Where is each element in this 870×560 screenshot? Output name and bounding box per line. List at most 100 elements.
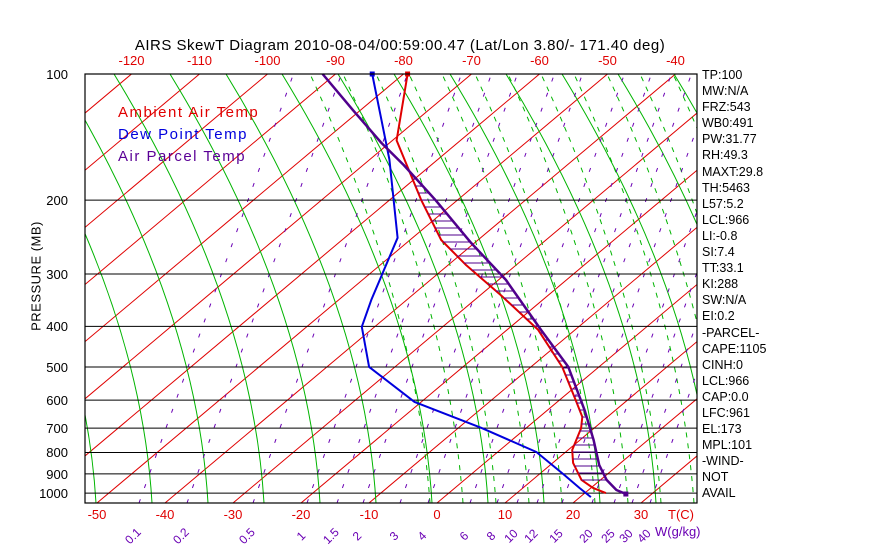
pressure-tick-label: 300 <box>46 266 68 282</box>
pressure-tick-label: 800 <box>46 445 68 461</box>
stats-panel: TP:100 MW:N/A FRZ:543 WB0:491 PW:31.77 RH:49.… <box>702 67 766 502</box>
moist-adiabat-line <box>805 74 870 503</box>
top-temp-tick: -120 <box>118 53 145 68</box>
dry-adiabat-line <box>85 119 209 503</box>
stat-line: SI:7.4 <box>702 245 735 260</box>
isotherm-line <box>85 74 200 171</box>
pressure-tick-label: 200 <box>46 193 68 209</box>
stat-line: FRZ:543 <box>702 100 751 115</box>
stat-line: TT:33.1 <box>702 261 744 276</box>
dry-adiabat-line <box>617 74 697 226</box>
stat-line: MW:N/A <box>702 84 749 99</box>
isotherm-line <box>85 74 268 229</box>
bottom-temp-tick: 0 <box>433 507 441 522</box>
dry-adiabat-line <box>842 74 870 503</box>
mixing-ratio-line <box>561 126 697 503</box>
stat-line: LCL:966 <box>702 373 750 388</box>
bottom-temp-tick: -30 <box>223 507 243 522</box>
stat-line: PW:31.77 <box>702 132 757 147</box>
dry-adiabat-line <box>337 74 489 503</box>
pressure-tick-label: 400 <box>46 319 68 335</box>
mixing-ratio-line <box>362 74 518 503</box>
stat-line: KI:288 <box>702 277 739 292</box>
bottom-temp-tick: -10 <box>359 507 379 522</box>
bottom-temp-tick: 30 <box>633 507 649 522</box>
top-temp-tick: -80 <box>394 53 413 68</box>
stat-line: CAP:0.0 <box>702 389 749 404</box>
moist-adiabat-line <box>342 74 464 503</box>
isotherm-line <box>85 74 132 114</box>
stat-line: EI:0.2 <box>702 309 735 324</box>
stat-line: SW:N/A <box>702 293 747 308</box>
top-temp-tick: -40 <box>666 53 685 68</box>
dry-adiabat-line <box>225 74 377 503</box>
dry-adiabat-line <box>561 74 697 398</box>
stat-line: TH:5463 <box>702 180 750 195</box>
temp-unit-label: T(C) <box>668 507 694 522</box>
bottom-temp-tick: -50 <box>87 507 107 522</box>
isotherm-line <box>300 169 697 503</box>
mixing-ratio-line <box>516 74 672 503</box>
legend-ambient-air-temp: Ambient Air Temp <box>118 104 260 121</box>
stat-line: NOT <box>702 470 729 485</box>
plot-border <box>84 73 698 504</box>
mixing-ratio-line <box>536 74 692 503</box>
dry-adiabat-line <box>393 74 545 503</box>
stat-line: LFC:961 <box>702 405 750 420</box>
curve-air-parcel-temp <box>321 73 627 496</box>
plot-grid <box>85 74 870 503</box>
pressure-tick-label: 100 <box>46 67 68 82</box>
isotherm-line <box>85 74 540 457</box>
dry-adiabat-line <box>786 74 870 503</box>
mixing-unit-label: W(g/kg) <box>655 524 701 539</box>
mixing-ratio-line <box>399 74 555 503</box>
top-temp-tick: -100 <box>254 53 281 68</box>
pressure-tick-label: 700 <box>46 421 68 437</box>
moist-adiabat-line <box>507 74 629 503</box>
bottom-temp-tick: 20 <box>565 507 581 522</box>
stat-line: CAPE:1105 <box>702 341 767 356</box>
moist-adiabat-line <box>606 74 697 325</box>
pressure-tick-label: 500 <box>46 359 68 375</box>
isotherm-line <box>96 74 608 503</box>
stat-line: LI:-0.8 <box>702 228 738 243</box>
mixing-ratio-line <box>427 74 583 503</box>
stat-line: EL:173 <box>702 422 742 437</box>
mixing-ratio-line <box>252 74 408 503</box>
stat-line: AVAIL <box>702 486 736 501</box>
top-temp-tick: -110 <box>186 53 213 68</box>
dry-adiabat-line <box>113 74 265 503</box>
isotherm-line <box>368 226 697 503</box>
dry-adiabat-line <box>169 74 321 503</box>
moist-adiabat-line <box>474 74 596 503</box>
curve-dew-point-temp <box>360 73 592 498</box>
bottom-temp-tick: -20 <box>291 507 311 522</box>
isotherm-line <box>85 74 336 286</box>
stat-line: -WIND- <box>702 454 744 469</box>
bottom-temp-tick: 10 <box>497 507 513 522</box>
moist-adiabat-line <box>772 74 870 503</box>
mixing-ratio-line <box>306 74 462 503</box>
stat-line: L57:5.2 <box>702 196 744 211</box>
moist-adiabat-line <box>309 74 431 503</box>
stat-line: MAXT:29.8 <box>702 164 764 179</box>
dry-adiabat-line <box>281 74 433 503</box>
isotherm-line <box>572 398 697 503</box>
mixing-ratio-line <box>591 209 697 503</box>
mixing-ratio-line <box>496 74 652 503</box>
pressure-tick-label: 600 <box>46 393 68 409</box>
stat-line: CINH:0 <box>702 357 743 372</box>
stat-line: MPL:101 <box>702 438 753 453</box>
mixing-ratio-line <box>336 74 492 503</box>
mixing-ratio-line <box>469 74 625 503</box>
isotherm-line <box>164 74 676 503</box>
legend-air-parcel-temp: Air Parcel Temp <box>118 148 247 165</box>
stat-line: RH:49.3 <box>702 148 748 163</box>
pressure-tick-label: 900 <box>46 466 68 482</box>
mixing-ratio-line <box>138 74 294 503</box>
top-temp-tick: -90 <box>326 53 345 68</box>
dry-adiabat-line <box>85 412 97 503</box>
curve-endpoint-marker <box>623 491 629 497</box>
